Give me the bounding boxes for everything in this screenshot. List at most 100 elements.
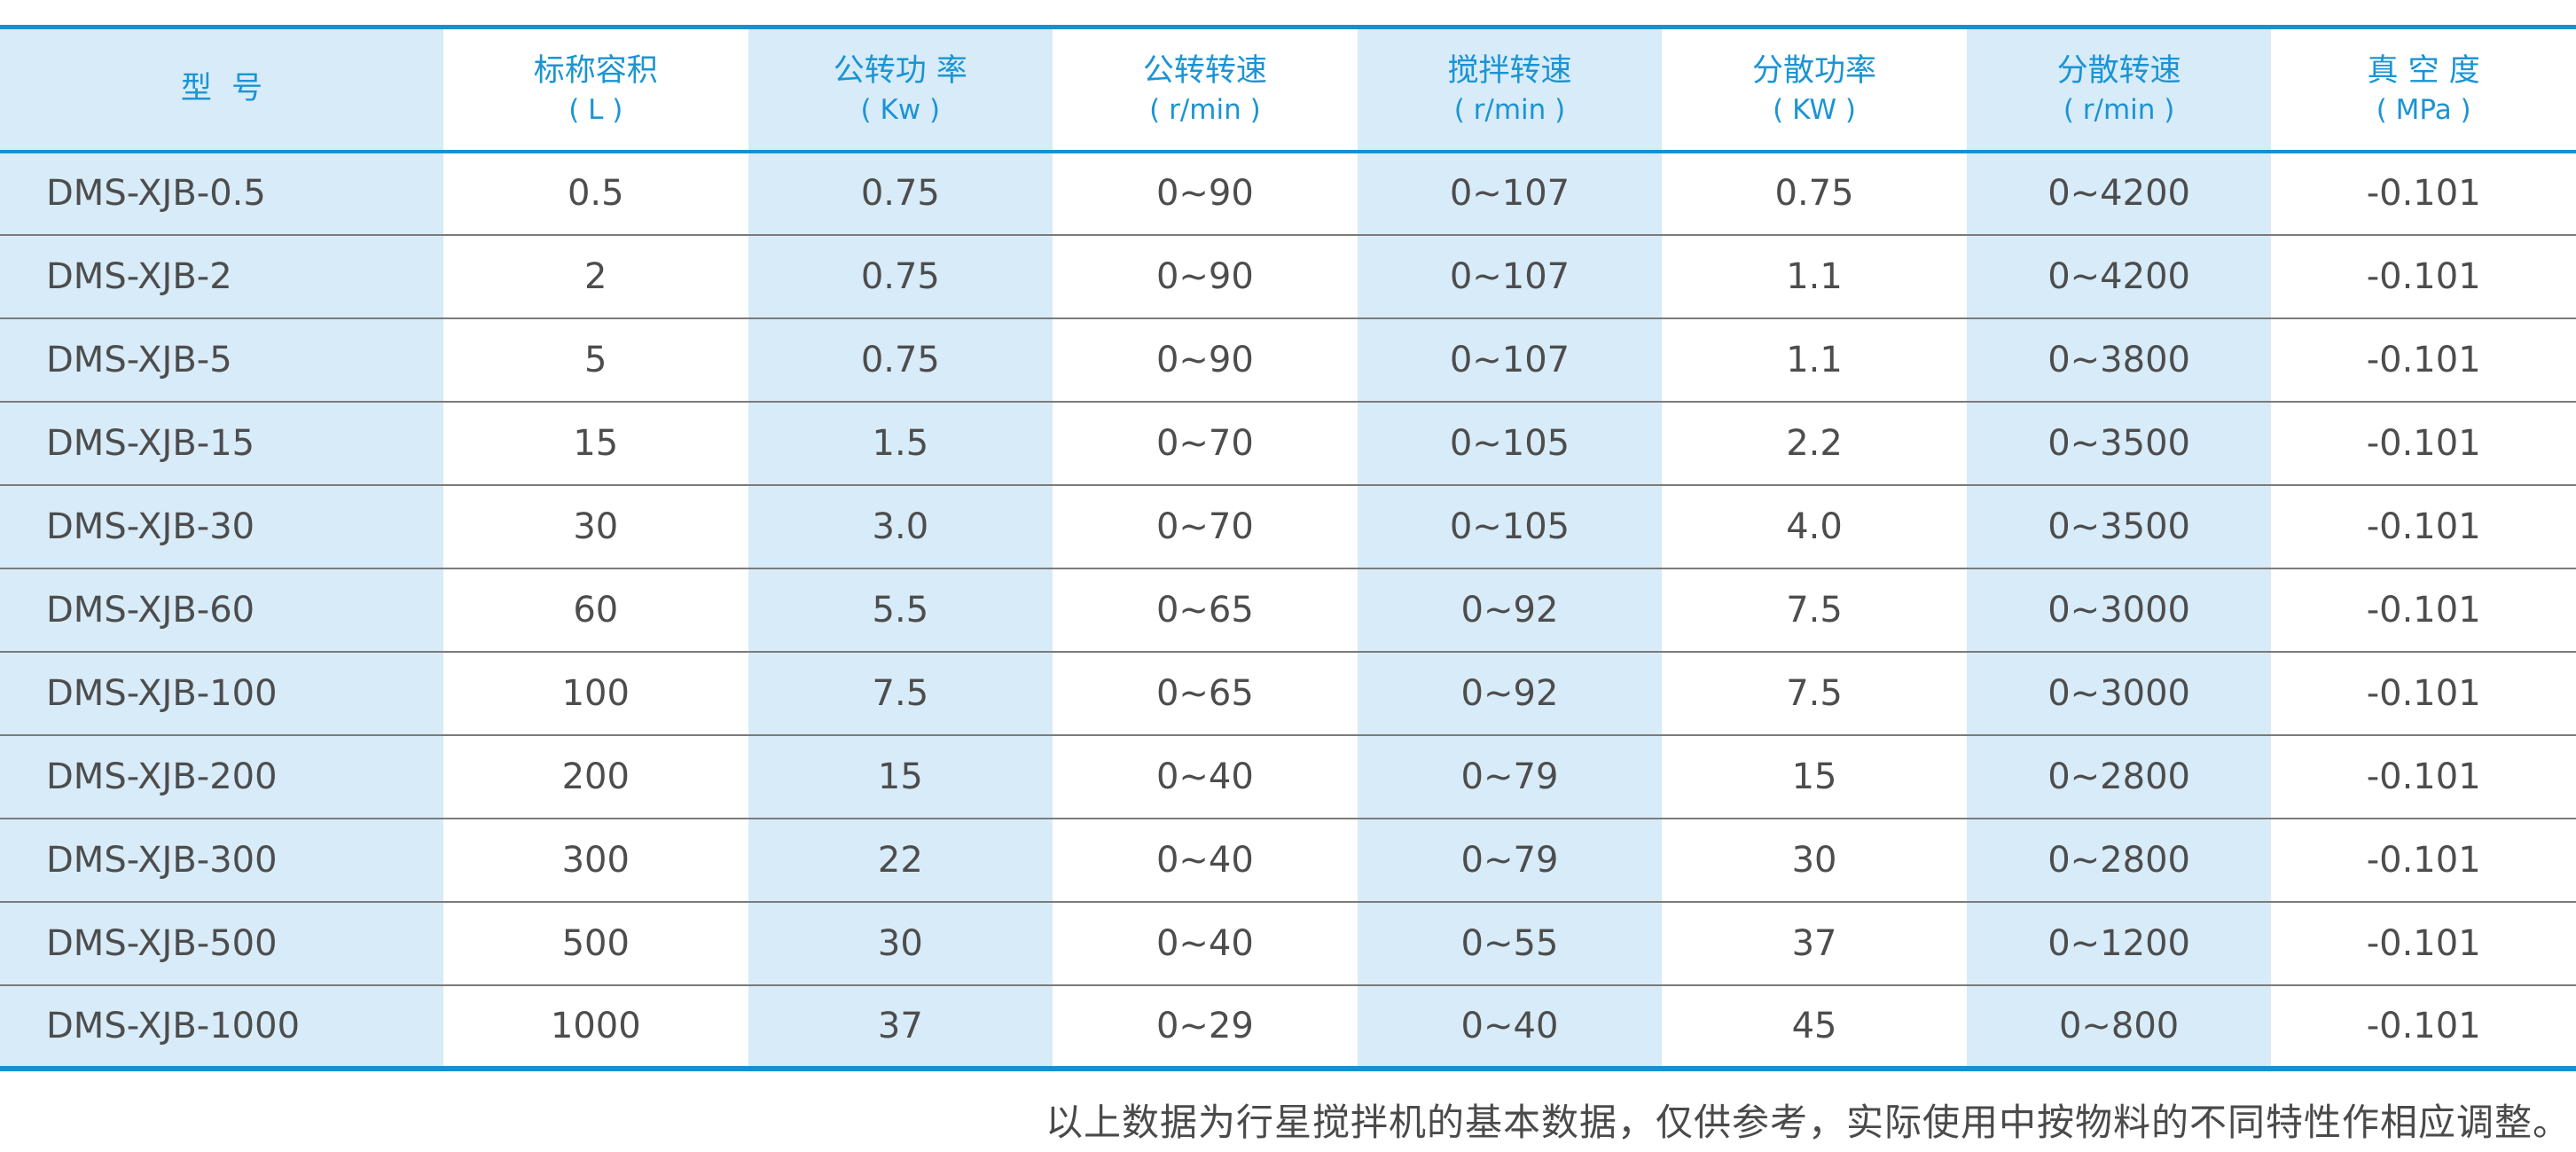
spec-value-cell: 0~90 [1155, 173, 1254, 214]
spec-value-cell: 15 [748, 733, 1053, 819]
column-header-3: 公转功 率 ( Kw ) [748, 27, 1053, 153]
spec-value-cell: 0~3800 [1966, 317, 2272, 402]
spec-value-cell: 0~4200 [1966, 151, 2272, 235]
spec-value-cell: 45 [1662, 984, 1967, 1069]
model-cell: DMS-XJB-2 [0, 233, 443, 318]
footer-note: 以上数据为行星搅拌机的基本数据，仅供参考，实际使用中按物料的不同特性作相应调整。 [1045, 1101, 2571, 1144]
table-row: DMS-XJB-200 200 15 0~40 0~79 15 0~2800 -0.101 [0, 733, 2576, 819]
model-cell: DMS-XJB-200 [0, 733, 443, 819]
column-unit: ( r/min ) [1149, 94, 1261, 127]
spec-value-cell: 0.75 [748, 233, 1053, 318]
planetary-mixer-spec-table: 型 号标称容积( L ) 公转功 率( Kw ) 公转转速( r/min ) 搅拌转速… [0, 25, 2576, 1071]
column-unit: ( MPa ) [2376, 94, 2471, 127]
column-header-7: 分散转速 ( r/min ) [1966, 27, 2272, 153]
model-cell: DMS-XJB-5 [0, 317, 443, 402]
spec-value-cell: 0~40 [1053, 900, 1358, 985]
spec-value-cell: 0~105 [1357, 483, 1663, 568]
spec-value-cell: 500 [443, 900, 748, 985]
column-title: 搅拌转速 [1447, 52, 1572, 89]
spec-value-cell: 100 [443, 650, 748, 735]
spec-value-cell: 0~3000 [1966, 567, 2272, 652]
model-cell: DMS-XJB-100 [0, 650, 443, 735]
spec-value-cell: 7.5 [1662, 567, 1967, 652]
column-header-8: 真 空 度 ( MPa ) [2271, 27, 2576, 153]
model-cell: DMS-XJB-1000 [0, 984, 443, 1069]
model-cell: DMS-XJB-30 [0, 483, 443, 568]
table-row: DMS-XJB-30 30 3.0 0~70 0~105 4.0 0~3500 -0.101 [0, 483, 2576, 568]
spec-value-cell: -0.101 [2271, 400, 2576, 485]
spec-value-cell: 0~55 [1357, 900, 1663, 985]
table-row: DMS-XJB-2 2 0.75 0~90 0~107 1.1 0~4200 -0.101 [0, 233, 2576, 318]
spec-value-cell: 0.75 [748, 317, 1053, 402]
spec-value-cell: 0~40 [1053, 817, 1358, 902]
spec-value-cell: 37 [748, 984, 1053, 1069]
spec-value-cell: 0~40 [1053, 733, 1358, 819]
table-row: DMS-XJB-100 100 7.5 0~65 0~92 7.5 0~3000 -0.101 [0, 650, 2576, 735]
spec-value-cell: 0.5 [567, 173, 624, 214]
table-row: DMS-XJB-0.5 0.5 0.75 0~90 0~107 0.75 0~4200 -0.… [0, 151, 2576, 235]
model-cell: DMS-XJB-0.5 [0, 151, 443, 235]
table-body: DMS-XJB-0.5 0.5 0.75 0~90 0~107 0.75 0~4200 -0.… [0, 151, 2576, 1069]
column-title: 真 空 度 [2367, 52, 2480, 89]
spec-value-cell: 15 [1662, 733, 1967, 819]
column-title: 公转转速 [1142, 52, 1267, 89]
spec-value-cell: 0.75 [748, 151, 1053, 235]
spec-value-cell: 0~70 [1053, 400, 1358, 485]
spec-value-cell: 0~92 [1357, 650, 1663, 735]
spec-value-cell: 200 [443, 733, 748, 819]
spec-value-cell: 30 [748, 900, 1053, 985]
spec-value-cell: 7.5 [748, 650, 1053, 735]
column-title: 标称容积 [533, 52, 658, 89]
spec-value-cell: 5.5 [748, 567, 1053, 652]
spec-value-cell: -0.101 [2271, 233, 2576, 318]
spec-value-cell: 0~1200 [1966, 900, 2272, 985]
table-row: DMS-XJB-15 15 1.5 0~70 0~105 2.2 0~3500 -0.101 [0, 400, 2576, 485]
model-cell: DMS-XJB-300 [0, 817, 443, 902]
spec-value-cell: 60 [443, 567, 748, 652]
column-header-1: 型 号 [0, 27, 443, 153]
spec-value-cell: 1.1 [1662, 317, 1967, 402]
column-header-4: 公转转速 ( r/min ) [1053, 27, 1358, 153]
spec-value-cell: 0~92 [1357, 567, 1663, 652]
column-unit: ( Kw ) [860, 94, 941, 127]
spec-value-cell: 0~2800 [1966, 733, 2272, 819]
spec-value-cell: -0.101 [2271, 317, 2576, 402]
spec-value-cell: 30 [1662, 817, 1967, 902]
model-cell: DMS-XJB-15 [0, 400, 443, 485]
spec-value-cell: 0~29 [1053, 984, 1358, 1069]
spec-value-cell: 22 [748, 817, 1053, 902]
spec-value-cell: 30 [443, 483, 748, 568]
spec-value-cell: 4.0 [1662, 483, 1967, 568]
spec-value-cell: 0~107 [1357, 233, 1663, 318]
spec-value-cell: 0~3000 [1966, 650, 2272, 735]
table-row: DMS-XJB-5 5 0.75 0~90 0~107 1.1 0~3800 -0.101 [0, 317, 2576, 402]
spec-value-cell: 0~90 [1053, 233, 1358, 318]
spec-value-cell: 0~65 [1053, 650, 1358, 735]
spec-value-cell: -0.101 [2271, 817, 2576, 902]
spec-value-cell: 0~107 [1357, 317, 1663, 402]
column-title: 分散功率 [1752, 52, 1877, 89]
spec-value-cell: -0.101 [2271, 650, 2576, 735]
column-title: 型 号 [180, 71, 263, 107]
spec-value-cell: 0~70 [1053, 483, 1358, 568]
spec-value-cell: 0~90 [1053, 317, 1358, 402]
spec-value-cell: 37 [1662, 900, 1967, 985]
spec-value-cell: 5 [443, 317, 748, 402]
column-title: 分散转速 [2056, 52, 2181, 89]
spec-value-cell: -0.101 [2366, 173, 2481, 214]
spec-value-cell: 7.5 [1662, 650, 1967, 735]
table-row: DMS-XJB-60 60 5.5 0~65 0~92 7.5 0~3000 -0.101 [0, 567, 2576, 652]
column-unit: ( KW ) [1773, 94, 1856, 127]
table-header: 型 号标称容积( L ) 公转功 率( Kw ) 公转转速( r/min ) 搅拌转速… [0, 27, 2576, 153]
column-header-6: 分散功率 ( KW ) [1662, 27, 1967, 153]
spec-value-cell: 0~40 [1357, 984, 1663, 1069]
column-title: 公转功 率 [833, 52, 967, 89]
spec-value-cell: 0~2800 [1966, 817, 2272, 902]
column-unit: ( r/min ) [1453, 94, 1566, 127]
column-header-5: 搅拌转速 ( r/min ) [1357, 27, 1663, 153]
spec-value-cell: 300 [443, 817, 748, 902]
spec-value-cell: 0~65 [1053, 567, 1358, 652]
spec-value-cell: 3.0 [748, 483, 1053, 568]
table-row: DMS-XJB-300 300 22 0~40 0~79 30 0~2800 -0.101 [0, 817, 2576, 902]
